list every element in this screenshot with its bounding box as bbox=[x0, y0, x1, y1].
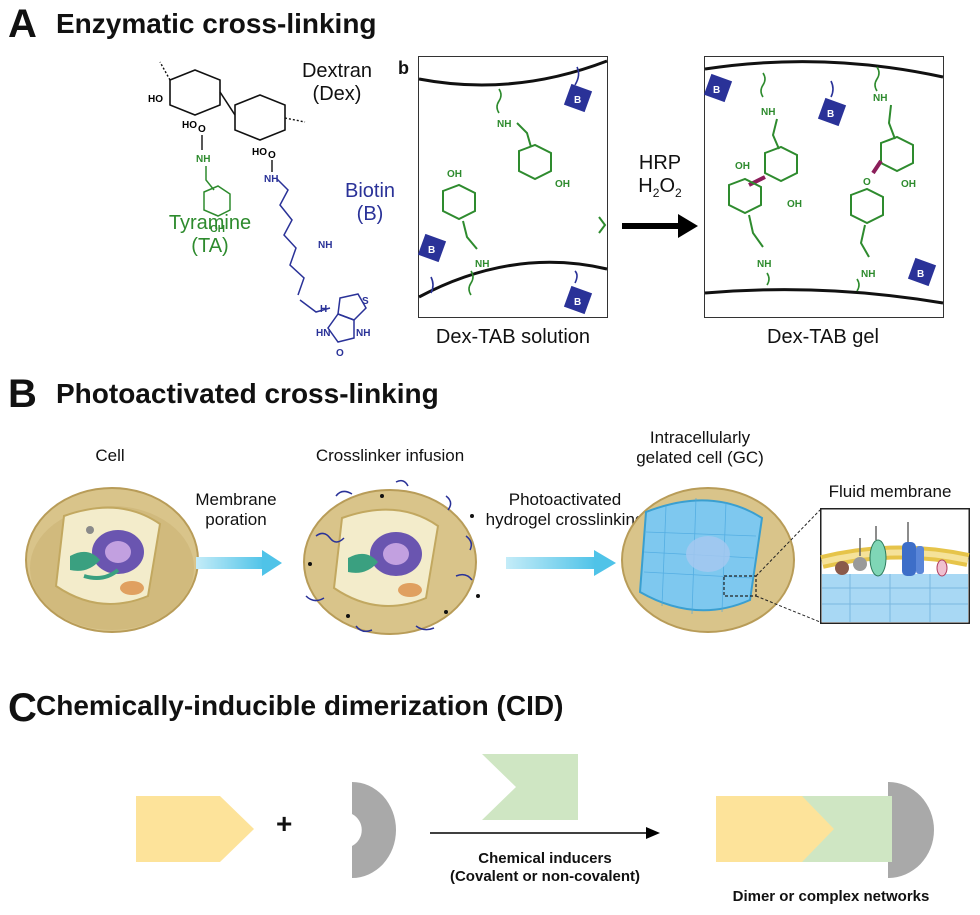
plus-sign: + bbox=[276, 808, 293, 839]
chem-nh-b1: NH bbox=[264, 174, 278, 185]
gc-line2: gelated cell (GC) bbox=[636, 447, 764, 467]
gel-nh-2: NH bbox=[757, 259, 771, 270]
biotin-text: Biotin bbox=[344, 180, 396, 202]
sol-oh-2: OH bbox=[447, 169, 462, 180]
dextran-text: Dextran bbox=[301, 60, 373, 82]
h2o2-sub2: 2 bbox=[675, 186, 682, 200]
chem-ho-1: HO bbox=[148, 94, 163, 105]
product-label: Dimer or complex networks bbox=[732, 888, 930, 905]
chem-ho-3: HO bbox=[252, 147, 267, 158]
gel-oh-1: OH bbox=[787, 199, 802, 210]
reagent-hrp: HRP bbox=[638, 152, 682, 174]
dimer-complex-shape bbox=[716, 782, 934, 878]
gelated-cell-icon bbox=[621, 487, 795, 633]
reaction-arrow-c-icon bbox=[430, 827, 660, 839]
chem-h-1: H bbox=[320, 304, 327, 315]
gel-caption: Dex-TAB gel bbox=[767, 326, 879, 348]
chem-nh-b2: NH bbox=[318, 240, 332, 251]
panel-c-title: Chemically-inducible dimerization (CID) bbox=[36, 690, 564, 721]
panel-c-letter: C bbox=[8, 686, 37, 730]
panel-a-sub-letter: b bbox=[398, 58, 409, 78]
chem-o-1: O bbox=[198, 124, 206, 135]
panel-a-title: Enzymatic cross-linking bbox=[56, 8, 377, 39]
gel-badge-b-1: B bbox=[713, 85, 720, 96]
chem-o-2: O bbox=[268, 150, 276, 161]
step2-line1: Photoactivated bbox=[508, 490, 622, 509]
green-inducer-shape bbox=[482, 754, 578, 820]
zoom-lines bbox=[755, 509, 821, 623]
badge-b-2: B bbox=[428, 245, 435, 256]
sol-nh-2: NH bbox=[475, 259, 489, 270]
chem-ho-2: HO bbox=[182, 120, 197, 131]
step1-arrow-icon bbox=[196, 550, 282, 576]
solution-caption: Dex-TAB solution bbox=[435, 326, 591, 348]
inducer-line2: (Covalent or non-covalent) bbox=[449, 868, 640, 885]
step1-line2: poration bbox=[205, 509, 267, 529]
fluid-membrane-icon bbox=[820, 508, 970, 624]
gel-box: NH OH OH NH NH OH O NH B B B bbox=[703, 56, 944, 318]
dextran-label: Dextran (Dex) bbox=[282, 60, 392, 106]
gel-nh-4: NH bbox=[861, 269, 875, 280]
step2-label: Photoactivated hydrogel crosslinking bbox=[480, 490, 650, 529]
infused-cell-icon bbox=[303, 479, 480, 635]
badge-b-3: B bbox=[574, 297, 581, 308]
sol-oh-1: OH bbox=[555, 179, 570, 190]
membrane-label: Fluid membrane bbox=[828, 482, 952, 501]
sol-nh-1: NH bbox=[497, 119, 511, 130]
h2o2-h: H bbox=[638, 175, 653, 197]
step1-line1: Membrane bbox=[195, 490, 277, 509]
h2o2-sub1: 2 bbox=[652, 186, 660, 200]
biotin-label: Biotin (B) bbox=[330, 180, 410, 226]
chem-oh-ta: OH bbox=[210, 224, 225, 235]
badge-b-1: B bbox=[574, 95, 581, 106]
cell-label: Cell bbox=[95, 446, 125, 465]
tyramine-label: Tyramine (TA) bbox=[150, 212, 270, 258]
panel-b-letter: B bbox=[8, 372, 37, 416]
chem-o-b: O bbox=[336, 348, 344, 359]
gc-label: Intracellularly gelated cell (GC) bbox=[620, 428, 780, 467]
step1-label: Membrane poration bbox=[186, 490, 286, 529]
panel-a-letter: A bbox=[8, 2, 37, 46]
reaction-arrow-icon bbox=[622, 214, 698, 238]
gc-line1: Intracellularly bbox=[649, 428, 751, 447]
chem-nh-b3: NH bbox=[356, 328, 370, 339]
chem-nh-ta: NH bbox=[196, 154, 210, 165]
gel-oh-2: OH bbox=[735, 161, 750, 172]
solution-drawing: NH OH OH NH B B B bbox=[417, 59, 608, 315]
step2-arrow-icon bbox=[506, 550, 616, 576]
gel-o-1: O bbox=[863, 177, 871, 188]
gel-drawing: NH OH OH NH NH OH O NH B B B bbox=[703, 60, 944, 305]
chem-hn: HN bbox=[316, 328, 330, 339]
gel-badge-b-2: B bbox=[827, 109, 834, 120]
dextran-abbr: (Dex) bbox=[312, 83, 362, 105]
gel-nh-1: NH bbox=[761, 107, 775, 118]
cell-icon bbox=[25, 487, 199, 633]
reagent-h2o2: H2O2 bbox=[620, 175, 700, 201]
yellow-arrow-shape bbox=[136, 796, 254, 862]
inducer-line1: Chemical inducers bbox=[478, 850, 612, 867]
tyramine-abbr: (TA) bbox=[191, 235, 229, 257]
inducer-label: Chemical inducers (Covalent or non-coval… bbox=[420, 850, 670, 886]
chem-s: S bbox=[362, 296, 369, 307]
gel-badge-b-3: B bbox=[917, 269, 924, 280]
gel-nh-3: NH bbox=[873, 93, 887, 104]
h2o2-o: O bbox=[659, 175, 675, 197]
gray-crescent-shape bbox=[352, 782, 396, 878]
gel-oh-3: OH bbox=[901, 179, 916, 190]
biotin-abbr: (B) bbox=[356, 203, 384, 225]
tyramine-text: Tyramine bbox=[168, 212, 252, 234]
panel-b-title: Photoactivated cross-linking bbox=[56, 378, 439, 409]
step2-line2: hydrogel crosslinking bbox=[485, 509, 645, 529]
solution-box: NH OH OH NH B B B bbox=[417, 56, 608, 318]
reagent-label: HRP H2O2 bbox=[620, 152, 700, 201]
infusion-label: Crosslinker infusion bbox=[315, 446, 465, 465]
dextran-structure: HO HO HO O O NH OH NH NH S H HN NH O bbox=[148, 61, 370, 359]
